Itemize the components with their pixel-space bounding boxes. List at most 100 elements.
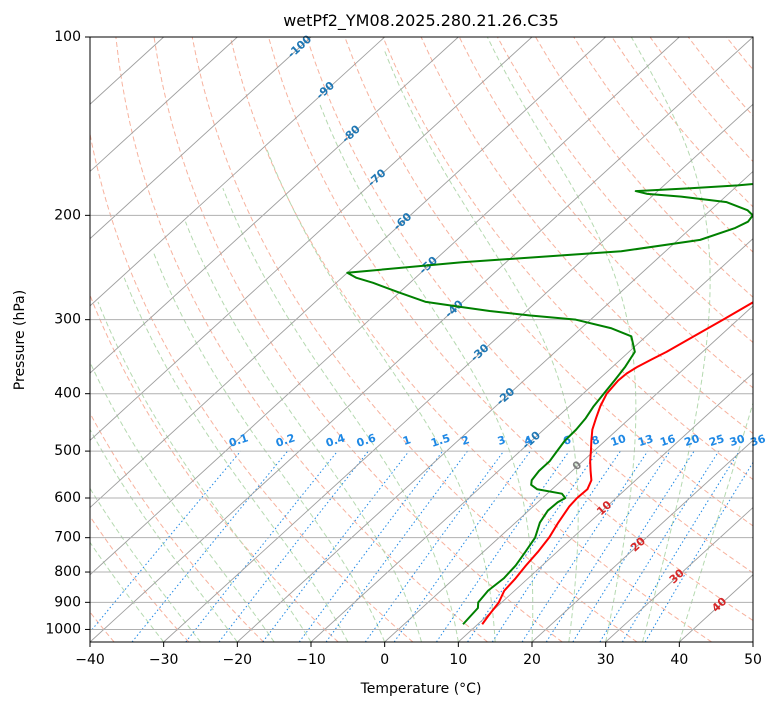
isotherm-line [237, 170, 753, 642]
mixing-ratio-label: 6 [561, 433, 573, 448]
mixing-ratio-line [262, 450, 410, 642]
moist-adiabat [123, 277, 349, 642]
mixing-ratio-line [325, 450, 468, 642]
pressure-gridlines [90, 37, 753, 630]
dry-adiabat [535, 37, 753, 298]
isotherm-line [384, 305, 753, 642]
mixing-ratio-label: 0.4 [324, 431, 347, 449]
moist-adiabat [90, 361, 275, 642]
isotherm-line [90, 37, 459, 374]
mixing-ratio-label: 3 [496, 433, 507, 448]
mixing-ratio-line [621, 450, 740, 642]
x-axis-title: Temperature (°C) [360, 681, 482, 697]
moist-adiabat [266, 149, 496, 642]
isotherm-line [90, 37, 606, 509]
mixing-ratio-line [491, 450, 621, 642]
dry-adiabat [115, 37, 488, 642]
dry-adiabat [153, 37, 563, 642]
isotherm-line [458, 372, 753, 642]
isotherm-line [90, 37, 238, 173]
mixing-ratio-label: 25 [707, 432, 726, 449]
dry-adiabat [90, 412, 264, 642]
y-tick-label: 400 [54, 386, 81, 402]
x-tick-label: −10 [296, 652, 326, 668]
moist-adiabat [486, 37, 637, 642]
x-tick-label: −40 [75, 652, 105, 668]
x-tick-label: 40 [670, 652, 688, 668]
x-tick-label: 50 [744, 652, 762, 668]
mixing-ratio-label: 20 [683, 432, 702, 449]
y-axis-title: Pressure (hPa) [12, 290, 28, 390]
x-tick-label: 10 [449, 652, 467, 668]
isotherm-line [605, 506, 753, 642]
mixing-ratio-label: 0.1 [227, 431, 250, 449]
moist-adiabat [319, 104, 534, 642]
mixing-ratio-label: 0.6 [355, 431, 378, 449]
dry-adiabat [497, 37, 753, 344]
y-tick-label: 800 [54, 564, 81, 580]
x-tick-label: 30 [597, 652, 615, 668]
y-tick-label: 100 [54, 29, 81, 45]
plot-frame [89, 36, 754, 643]
background-lines [90, 37, 753, 642]
dry-adiabat [191, 37, 638, 642]
temperature-profile [481, 301, 753, 625]
isotherm-line [90, 37, 533, 441]
mixing-ratio-label: 8 [590, 433, 601, 448]
y-tick-label: 500 [54, 443, 81, 459]
mixing-ratio-label: 30 [728, 432, 747, 449]
dry-adiabat [306, 37, 753, 574]
y-tick-label: 900 [54, 594, 81, 610]
profile-lines [346, 182, 753, 625]
mixing-ratio-line [298, 450, 444, 642]
y-axis-ticks: 100 200 300 400 500 600 700 800 900 1000 [45, 29, 90, 637]
chart-title: wetPf2_YM08.2025.280.21.26.C35 [283, 11, 559, 31]
y-tick-label: 200 [54, 207, 81, 223]
dry-adiabat [420, 37, 753, 435]
x-tick-label: −20 [223, 652, 253, 668]
x-tick-label: 0 [380, 652, 389, 668]
mixing-ratio-line [521, 450, 649, 642]
y-tick-label: 600 [54, 490, 81, 506]
moist-adiabat [90, 541, 165, 642]
isotherm-line [90, 37, 753, 642]
mixing-ratio-line [131, 450, 288, 642]
isotherm-line [163, 103, 753, 642]
mixing-ratio-line [185, 450, 338, 642]
y-tick-label: 300 [54, 312, 81, 328]
isotherm-line [90, 37, 312, 240]
mixing-ratio-line [436, 450, 570, 642]
moist-adiabat [383, 49, 579, 642]
x-tick-label: 20 [523, 652, 541, 668]
mixing-ratio-label: 1 [401, 433, 412, 448]
y-tick-label: 1000 [45, 621, 81, 637]
x-axis-ticks: −40 −30 −20 −10 0 10 20 30 40 50 [75, 642, 762, 668]
x-tick-label: −30 [149, 652, 179, 668]
moist-adiabat [152, 251, 386, 642]
mixing-ratio-label: 13 [636, 432, 655, 449]
moist-adiabat [184, 221, 422, 642]
mixing-ratio-label: 1.5 [429, 431, 452, 449]
isotherm-line [310, 238, 753, 642]
mixing-ratio-line [467, 450, 599, 642]
moist-adiabat [630, 37, 711, 642]
mixing-ratio-label: 0.2 [274, 431, 297, 449]
dewpoint-profile [346, 182, 753, 625]
dry-adiabat [268, 37, 753, 622]
mixing-ratio-label: 4 [523, 433, 535, 448]
moist-adiabat [222, 188, 459, 642]
mixing-ratio-label: 2 [460, 433, 471, 448]
mixing-ratio-line [90, 450, 242, 633]
mixing-ratio-line [364, 450, 505, 642]
isotherm-line [531, 439, 753, 642]
mixing-ratio-label: 10 [609, 432, 628, 449]
isotherm-line [90, 37, 680, 576]
mixing-ratio-line [545, 450, 671, 642]
mixing-ratio-label: 16 [658, 432, 677, 449]
isotherm-line [90, 37, 385, 307]
y-tick-label: 700 [54, 530, 81, 546]
moist-adiabat [90, 487, 201, 642]
mixing-ratio-line [572, 450, 695, 642]
moist-adiabat [678, 401, 753, 642]
